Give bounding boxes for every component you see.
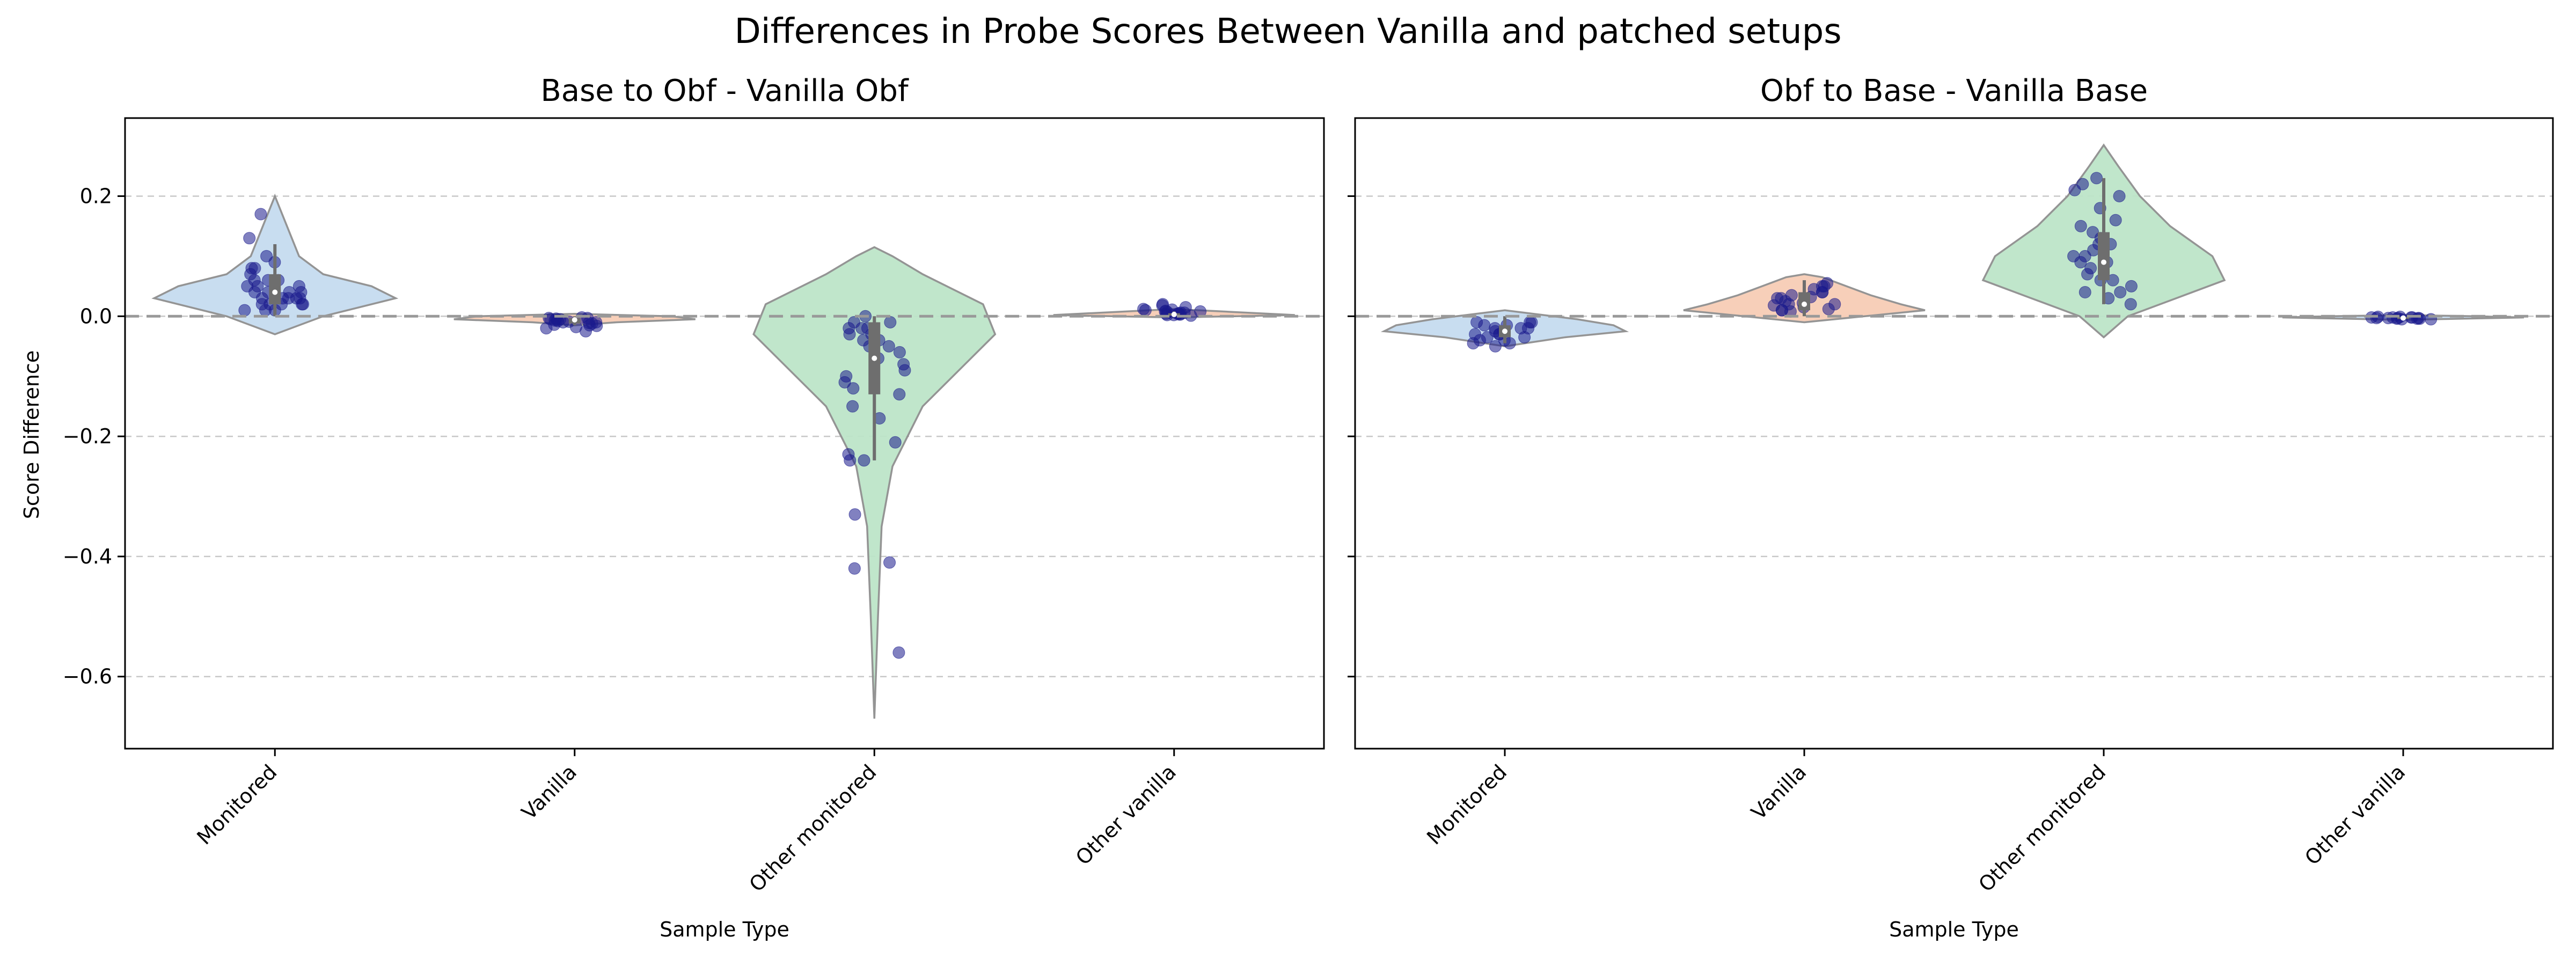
- data-point: [259, 304, 272, 317]
- data-point: [2113, 189, 2126, 202]
- data-point: [248, 274, 261, 287]
- data-point: [2074, 219, 2087, 232]
- box: [2098, 232, 2110, 281]
- data-point: [892, 646, 905, 659]
- x-tick-label-other-monitored: Other monitored: [1974, 760, 2110, 896]
- data-point: [1137, 303, 1150, 316]
- median-marker: [872, 355, 877, 361]
- y-tick-label: −0.6: [63, 665, 112, 689]
- data-point: [1478, 319, 1491, 332]
- data-point: [2124, 298, 2137, 311]
- data-point: [248, 262, 261, 275]
- data-point: [248, 286, 261, 299]
- x-tick-label-other-vanilla: Other vanilla: [2300, 760, 2410, 869]
- x-tick-label-vanilla: Vanilla: [1747, 760, 1811, 824]
- x-tick-label-monitored: Monitored: [1422, 760, 1511, 849]
- box: [1798, 292, 1810, 311]
- median-marker: [2101, 259, 2106, 265]
- data-point: [2079, 286, 2091, 299]
- data-point: [590, 319, 603, 332]
- right-panel: Obf to Base - Vanilla Base Sample Type M…: [1348, 74, 2554, 941]
- data-point: [893, 346, 906, 358]
- median-marker: [272, 289, 278, 295]
- median-marker: [1502, 328, 1507, 334]
- data-point: [893, 388, 906, 401]
- data-point: [1822, 303, 1835, 316]
- data-point: [581, 312, 594, 325]
- data-point: [1767, 299, 1780, 312]
- axes-frame: [124, 117, 1325, 750]
- data-point: [898, 364, 911, 377]
- data-point: [254, 208, 267, 221]
- figure-title: Differences in Probe Scores Between Vani…: [734, 12, 1841, 52]
- right-panel-title: Obf to Base - Vanilla Base: [1760, 74, 2148, 108]
- y-tick-label: 0.0: [80, 304, 112, 328]
- data-point: [2109, 214, 2122, 226]
- data-point: [847, 382, 860, 395]
- data-point: [2382, 312, 2395, 325]
- violin-other-monitored: [752, 246, 997, 719]
- data-point: [557, 316, 569, 328]
- median-marker: [572, 317, 577, 323]
- axes-frame: [1354, 117, 2554, 750]
- data-point: [1785, 289, 1798, 302]
- y-tick-label: 0.2: [80, 184, 112, 208]
- median-marker: [2401, 315, 2406, 321]
- left-panel-title: Base to Obf - Vanilla Obf: [540, 74, 909, 108]
- data-point: [1467, 337, 1480, 350]
- right-x-axis-label: Sample Type: [1889, 918, 2019, 941]
- data-point: [2081, 268, 2094, 281]
- data-point: [838, 376, 851, 389]
- data-point: [2125, 280, 2138, 292]
- y-tick-label: −0.4: [63, 545, 112, 568]
- median-marker: [1802, 301, 1807, 307]
- data-point: [292, 280, 305, 292]
- left-x-axis-label: Sample Type: [660, 918, 789, 941]
- data-point: [2068, 184, 2081, 196]
- data-point: [857, 334, 870, 347]
- data-point: [2090, 172, 2103, 185]
- data-point: [1481, 331, 1494, 343]
- data-point: [848, 562, 861, 575]
- data-point: [1816, 280, 1828, 292]
- data-point: [858, 454, 870, 467]
- left-plot-area: 0.2 0.0 −0.2 −0.4 −0.6 Monitored Vanilla Other …: [63, 117, 1325, 896]
- data-point: [884, 316, 897, 328]
- x-tick-label-other-monitored: Other monitored: [745, 760, 881, 896]
- data-point: [243, 232, 256, 245]
- data-point: [238, 304, 251, 317]
- data-point: [883, 556, 896, 569]
- data-point: [848, 508, 861, 521]
- data-point: [846, 400, 859, 413]
- left-panel: Base to Obf - Vanilla Obf Sample Type 0.…: [63, 74, 1325, 941]
- x-tick-label-other-vanilla: Other vanilla: [1071, 760, 1181, 869]
- data-point: [882, 340, 895, 353]
- data-point: [1489, 340, 1502, 353]
- median-marker: [1171, 311, 1177, 317]
- data-point: [844, 454, 857, 467]
- x-tick-label-vanilla: Vanilla: [517, 760, 581, 824]
- data-point: [889, 436, 902, 449]
- data-point: [843, 322, 855, 335]
- x-tick-label-monitored: Monitored: [192, 760, 281, 849]
- data-point: [2114, 286, 2127, 299]
- y-axis-label: Score Difference: [20, 350, 43, 519]
- data-point: [2079, 250, 2091, 262]
- data-point: [2087, 226, 2099, 239]
- box: [269, 274, 281, 304]
- y-tick-label: −0.2: [63, 425, 112, 448]
- right-plot-area: Monitored Vanilla Other monitored Other van…: [1348, 117, 2554, 896]
- data-point: [1524, 316, 1536, 328]
